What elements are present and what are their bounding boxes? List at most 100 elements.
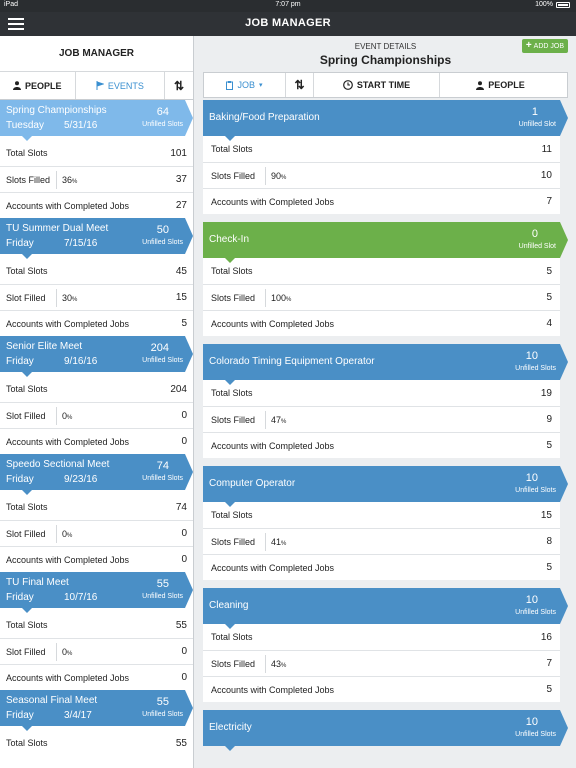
battery-status: 100% — [535, 1, 570, 8]
stat-row: Slot Filled 0% 0 — [0, 520, 193, 546]
stat-value: 5 — [181, 318, 187, 329]
unfilled-label: Unfilled Slots — [515, 609, 556, 616]
collapse-button[interactable]: ⇅ — [286, 73, 314, 97]
event-list: Spring Championships Tuesday 5/31/16 64 … — [0, 100, 193, 756]
event-header[interactable]: Senior Elite Meet Friday 9/16/16 204 Unf… — [0, 336, 193, 377]
battery-percent: 100% — [535, 1, 553, 8]
person-icon — [13, 81, 22, 90]
stat-value: 5 — [546, 292, 552, 303]
job-name: Colorado Timing Equipment Operator — [209, 356, 375, 367]
stat-label: Total Slots — [6, 620, 48, 630]
job-name: Baking/Food Preparation — [209, 112, 320, 123]
tab-start-time[interactable]: START TIME — [314, 73, 440, 97]
fill-percent-value: 90 — [271, 171, 282, 181]
stat-value: 27 — [175, 200, 187, 211]
tab-job[interactable]: JOB ▾ — [204, 73, 286, 97]
stat-value: 55 — [175, 619, 187, 631]
stat-label: Total Slots — [211, 510, 253, 520]
percent-sign: % — [281, 663, 287, 669]
fill-percent-value: 47 — [271, 415, 282, 425]
stat-label: Slots Filled — [211, 414, 256, 425]
stat-value: 55 — [175, 737, 187, 749]
stat-row: Accounts with Completed Jobs 0 — [0, 428, 193, 454]
tab-label: JOB — [237, 80, 255, 90]
unfilled-count: 10 — [525, 472, 538, 484]
stat-label: Slot Filled — [6, 410, 46, 421]
status-bar: iPad 7:07 pm 100% — [0, 0, 576, 12]
unfilled-count: 50 — [156, 224, 169, 236]
fill-percent: 0% — [62, 529, 72, 539]
stat-row: Slots Filled 47% 9 — [203, 406, 560, 432]
stat-label: Accounts with Completed Jobs — [211, 684, 335, 695]
stat-label: Accounts with Completed Jobs — [6, 318, 130, 329]
tab-events[interactable]: EVENTS — [76, 72, 166, 99]
stat-row: Slots Filled 41% 8 — [203, 528, 560, 554]
job-card: Baking/Food Preparation 1 Unfilled Slot … — [203, 100, 568, 214]
stat-row: Total Slots 74 — [0, 494, 193, 520]
device-label: iPad — [4, 1, 19, 8]
job-header[interactable]: Cleaning 10 Unfilled Slots — [203, 588, 568, 629]
unfilled-count: 1 — [531, 106, 538, 118]
stat-row: Accounts with Completed Jobs 5 — [203, 432, 560, 458]
tab-label: EVENTS — [107, 80, 144, 91]
stat-row: Total Slots 16 — [203, 624, 560, 650]
unfilled-label: Unfilled Slots — [142, 475, 183, 482]
event-list-panel: JOB MANAGER PEOPLE EVENTS ⇅ Spring Champ… — [0, 36, 194, 768]
fill-percent: 0% — [62, 411, 72, 421]
event-header[interactable]: Spring Championships Tuesday 5/31/16 64 … — [0, 100, 193, 141]
stat-label: Slots Filled — [211, 292, 256, 303]
unfilled-label: Unfilled Slots — [142, 711, 183, 718]
stat-value: 101 — [170, 147, 187, 159]
right-tabs: JOB ▾ ⇅ START TIME PEOPLE — [203, 72, 568, 98]
unfilled-count: 55 — [156, 578, 169, 590]
event-name: Senior Elite Meet — [6, 341, 83, 352]
job-header[interactable]: Baking/Food Preparation 1 Unfilled Slot — [203, 100, 568, 141]
event-header[interactable]: Seasonal Final Meet Friday 3/4/17 55 Unf… — [0, 690, 193, 731]
stat-value: 0 — [181, 436, 187, 447]
event-date: 9/16/16 — [64, 356, 98, 367]
stat-row: Accounts with Completed Jobs 0 — [0, 664, 193, 690]
stat-value: 0 — [181, 554, 187, 565]
stat-label: Slots Filled — [6, 174, 51, 185]
unfilled-label: Unfilled Slots — [515, 365, 556, 372]
tab-people[interactable]: PEOPLE — [0, 72, 76, 99]
tab-label: PEOPLE — [488, 80, 525, 90]
event-header[interactable]: TU Summer Dual Meet Friday 7/15/16 50 Un… — [0, 218, 193, 259]
event-name: TU Final Meet — [6, 577, 69, 588]
stat-label: Total Slots — [211, 266, 253, 276]
stat-value: 0 — [181, 672, 187, 683]
job-header[interactable]: Colorado Timing Equipment Operator 10 Un… — [203, 344, 568, 385]
unfilled-label: Unfilled Slot — [518, 243, 556, 250]
collapse-button[interactable]: ⇅ — [165, 72, 193, 99]
stat-row: Slot Filled 30% 15 — [0, 284, 193, 310]
event-card: Senior Elite Meet Friday 9/16/16 204 Unf… — [0, 336, 193, 454]
event-header[interactable]: TU Final Meet Friday 10/7/16 55 Unfilled… — [0, 572, 193, 613]
fill-percent-value: 36 — [62, 175, 73, 185]
job-header[interactable]: Computer Operator 10 Unfilled Slots — [203, 466, 568, 507]
stat-value: 5 — [546, 562, 552, 573]
stat-label: Slots Filled — [211, 170, 256, 181]
job-name: Computer Operator — [209, 478, 296, 489]
percent-sign: % — [281, 541, 287, 547]
stat-row: Total Slots 55 — [0, 730, 193, 756]
stat-row: Slot Filled 0% 0 — [0, 402, 193, 428]
stat-value: 19 — [540, 387, 552, 399]
stat-value: 7 — [546, 658, 552, 669]
job-header[interactable]: Check-In 0 Unfilled Slot — [203, 222, 568, 263]
tab-people[interactable]: PEOPLE — [440, 73, 561, 97]
stat-label: Total Slots — [6, 266, 48, 276]
percent-sign: % — [72, 179, 78, 185]
stat-label: Slots Filled — [211, 658, 256, 669]
chevron-down-icon: ▾ — [259, 82, 263, 89]
unfilled-label: Unfilled Slots — [142, 121, 183, 128]
stat-label: Accounts with Completed Jobs — [211, 440, 335, 451]
event-header[interactable]: Speedo Sectional Meet Friday 9/23/16 74 … — [0, 454, 193, 495]
clock: 7:07 pm — [275, 1, 301, 8]
tab-label: START TIME — [356, 80, 411, 90]
menu-icon[interactable] — [8, 18, 24, 30]
add-job-button[interactable]: + ADD JOB — [521, 39, 568, 53]
percent-sign: % — [67, 651, 73, 657]
job-header[interactable]: Electricity 10 Unfilled Slots — [203, 710, 568, 751]
percent-sign: % — [281, 419, 287, 425]
percent-sign: % — [72, 297, 78, 303]
